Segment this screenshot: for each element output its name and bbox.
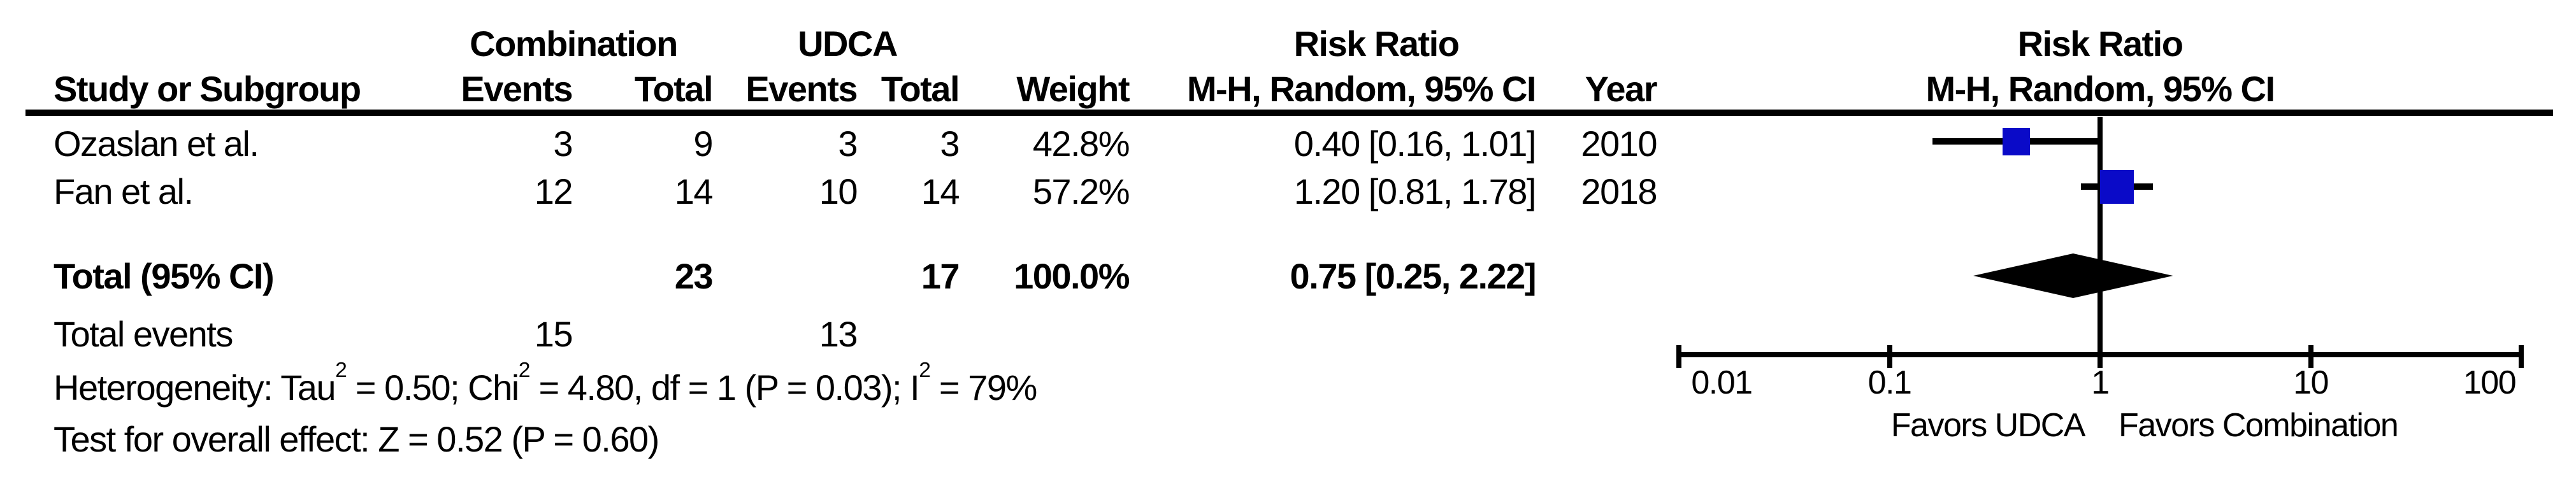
col-header-year: Year (1585, 69, 1658, 109)
favors-left-label: Favors UDCA (1890, 407, 2086, 444)
no-effect-line (2097, 117, 2103, 368)
cell-comb-total: 14 (674, 171, 714, 211)
col-header-ci: M-H, Random, 95% CI (1186, 69, 1537, 109)
cell-ci: 1.20 [0.81, 1.78] (1293, 171, 1537, 211)
axis-tick-1 (1887, 345, 1892, 368)
axis-tick-label-1: 0.1 (1867, 364, 1912, 401)
total-events-udca: 13 (819, 314, 858, 354)
cell-udca-events: 10 (819, 171, 858, 211)
cell-comb-events: 3 (553, 124, 573, 164)
study-marker-0 (2002, 127, 2030, 155)
cell-comb-total: 9 (693, 124, 713, 164)
cell-udca-total: 14 (921, 171, 960, 211)
het-text: = 4.80, df = 1 (P = 0.03); I (529, 367, 919, 408)
combination-group-header: Combination (470, 24, 678, 64)
study-marker-1 (2099, 169, 2134, 204)
axis-tick-label-4: 100 (2463, 364, 2517, 401)
favors-right-label: Favors Combination (2119, 407, 2399, 444)
overall-effect-line: Test for overall effect: Z = 0.52 (P = 0… (54, 419, 659, 459)
axis-tick-label-3: 10 (2293, 364, 2329, 401)
total-events-combination: 15 (534, 314, 573, 354)
het-text: = 0.50; Chi (346, 367, 519, 408)
cell-comb-events: 12 (534, 171, 573, 211)
het-text: = 79% (930, 367, 1037, 408)
risk-ratio-header-table: Risk Ratio (1293, 24, 1460, 64)
pooled-diamond (1973, 253, 2173, 298)
udca-group-header: UDCA (798, 24, 898, 64)
col-header-study: Study or Subgroup (54, 69, 361, 109)
col-header-weight: Weight (1016, 69, 1130, 109)
header-rule (25, 110, 2553, 116)
study-name: Ozaslan et al. (54, 124, 259, 164)
cell-weight: 57.2% (1032, 171, 1130, 211)
total-comb-total: 23 (674, 256, 714, 296)
col-header-udca-events: Events (745, 69, 858, 109)
het-text: Heterogeneity: Tau (54, 367, 336, 408)
col-header-comb-events: Events (461, 69, 573, 109)
axis-tick-0 (1676, 345, 1681, 368)
het-sup: 2 (518, 358, 531, 382)
col-header-comb-total: Total (634, 69, 714, 109)
cell-udca-events: 3 (838, 124, 858, 164)
het-sup: 2 (335, 358, 347, 382)
het-sup: 2 (919, 358, 931, 382)
axis-tick-3 (2308, 345, 2313, 368)
cell-udca-total: 3 (940, 124, 960, 164)
total-ci: 0.75 [0.25, 2.22] (1290, 256, 1537, 296)
heterogeneity-line: Heterogeneity: Tau2 = 0.50; Chi2 = 4.80,… (54, 359, 1037, 408)
total-events-label: Total events (54, 314, 233, 354)
cell-year: 2010 (1581, 124, 1657, 164)
total-weight: 100.0% (1014, 256, 1130, 296)
cell-year: 2018 (1581, 171, 1657, 211)
cell-ci: 0.40 [0.16, 1.01] (1293, 124, 1537, 164)
study-name: Fan et al. (54, 171, 194, 211)
risk-ratio-header-plot: Risk Ratio (2017, 24, 2184, 64)
cell-weight: 42.8% (1032, 124, 1130, 164)
axis-tick-4 (2519, 345, 2524, 368)
col-header-ci-plot: M-H, Random, 95% CI (1925, 69, 2275, 109)
total-udca-total: 17 (921, 256, 960, 296)
axis-tick-label-2: 1 (2091, 364, 2110, 401)
col-header-udca-total: Total (881, 69, 960, 109)
total-row-label: Total (95% CI) (54, 256, 275, 296)
axis-tick-2 (2097, 345, 2103, 368)
axis-tick-label-0: 0.01 (1691, 364, 1753, 401)
